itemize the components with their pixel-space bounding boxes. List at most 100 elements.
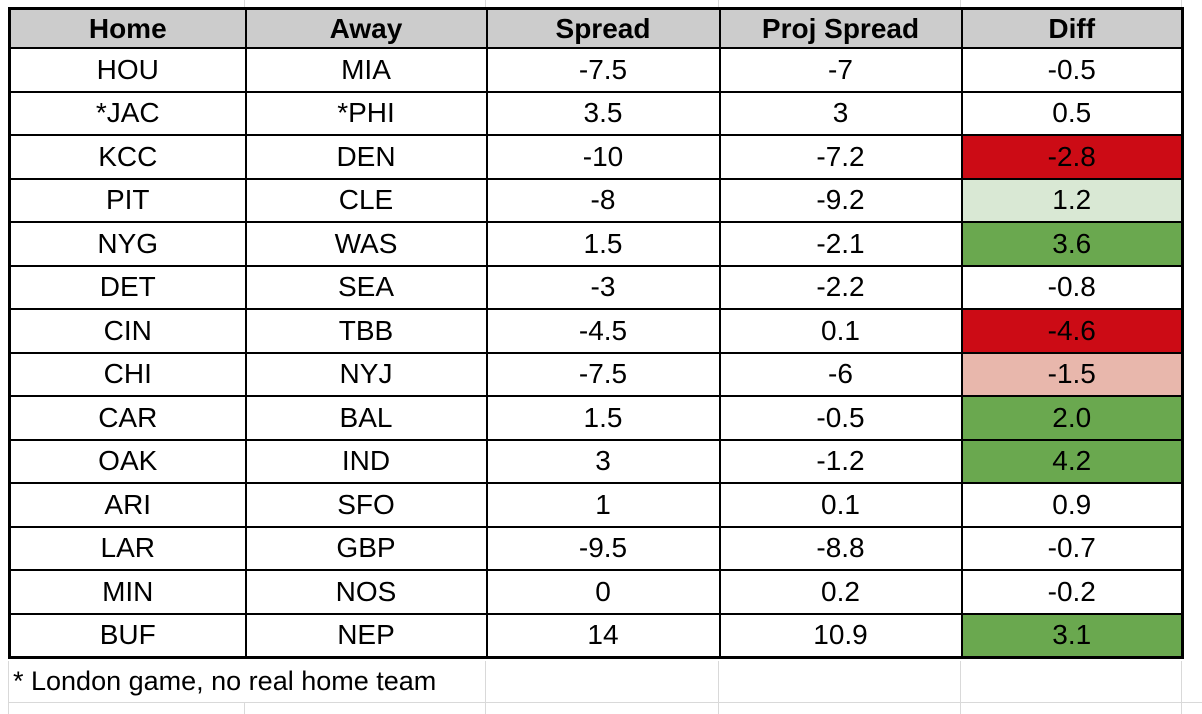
table-row: PIT CLE -8 -9.2 1.2 <box>8 177 1184 223</box>
cell-proj-spread[interactable]: 0.1 <box>718 482 963 528</box>
cell-spread[interactable]: -7.5 <box>485 351 721 397</box>
cell-proj-spread[interactable]: -9.2 <box>718 177 963 223</box>
cell-away[interactable]: TBB <box>244 308 488 354</box>
cell-home[interactable]: LAR <box>8 525 247 571</box>
cell-proj-spread[interactable]: -2.2 <box>718 264 963 310</box>
gridline <box>718 661 719 702</box>
cell-home[interactable]: MIN <box>8 569 247 615</box>
cell-proj-spread[interactable]: -8.8 <box>718 525 963 571</box>
cell-away[interactable]: DEN <box>244 134 488 180</box>
cell-proj-spread[interactable]: -7.2 <box>718 134 963 180</box>
cell-diff[interactable]: 0.5 <box>960 90 1184 136</box>
cell-proj-spread[interactable]: -6 <box>718 351 963 397</box>
cell-home[interactable]: HOU <box>8 47 247 93</box>
table-row: NYG WAS 1.5 -2.1 3.6 <box>8 221 1184 267</box>
cell-spread[interactable]: 14 <box>485 612 721 659</box>
gridline <box>1181 703 1182 714</box>
cell-spread[interactable]: 1.5 <box>485 395 721 441</box>
cell-proj-spread[interactable]: 0.2 <box>718 569 963 615</box>
cell-diff[interactable]: -4.6 <box>960 308 1184 354</box>
cell-home[interactable]: ARI <box>8 482 247 528</box>
table-row: HOU MIA -7.5 -7 -0.5 <box>8 47 1184 93</box>
cell-proj-spread[interactable]: -2.1 <box>718 221 963 267</box>
cell-diff[interactable]: 0.9 <box>960 482 1184 528</box>
cell-diff[interactable]: 4.2 <box>960 438 1184 484</box>
cell-home[interactable]: DET <box>8 264 247 310</box>
cell-spread[interactable]: 1 <box>485 482 721 528</box>
gridline <box>8 661 9 702</box>
cell-diff[interactable]: 3.1 <box>960 612 1184 659</box>
gridline <box>244 0 245 7</box>
cell-spread[interactable]: 3.5 <box>485 90 721 136</box>
cell-diff[interactable]: -1.5 <box>960 351 1184 397</box>
cell-proj-spread[interactable]: -1.2 <box>718 438 963 484</box>
gridline <box>1181 0 1182 7</box>
gridline <box>718 703 719 714</box>
table-row: *JAC *PHI 3.5 3 0.5 <box>8 90 1184 136</box>
cell-away[interactable]: GBP <box>244 525 488 571</box>
cell-diff[interactable]: -2.8 <box>960 134 1184 180</box>
gridline <box>8 703 9 714</box>
table-row: CHI NYJ -7.5 -6 -1.5 <box>8 351 1184 397</box>
cell-away[interactable]: *PHI <box>244 90 488 136</box>
cell-home[interactable]: OAK <box>8 438 247 484</box>
table-body: HOU MIA -7.5 -7 -0.5 *JAC *PHI 3.5 3 0.5… <box>8 47 1184 659</box>
gridline <box>718 0 719 7</box>
cell-home[interactable]: BUF <box>8 612 247 659</box>
cell-diff[interactable]: 2.0 <box>960 395 1184 441</box>
cell-spread[interactable]: -10 <box>485 134 721 180</box>
cell-away[interactable]: CLE <box>244 177 488 223</box>
cell-home[interactable]: CIN <box>8 308 247 354</box>
cell-home[interactable]: CHI <box>8 351 247 397</box>
cell-home[interactable]: KCC <box>8 134 247 180</box>
cell-home[interactable]: *JAC <box>8 90 247 136</box>
cell-away[interactable]: BAL <box>244 395 488 441</box>
column-header-proj-spread[interactable]: Proj Spread <box>718 7 963 49</box>
cell-spread[interactable]: -8 <box>485 177 721 223</box>
cell-proj-spread[interactable]: -7 <box>718 47 963 93</box>
cell-diff[interactable]: 1.2 <box>960 177 1184 223</box>
spread-table: Home Away Spread Proj Spread Diff HOU MI… <box>8 7 1184 659</box>
column-header-away[interactable]: Away <box>244 7 488 49</box>
cell-spread[interactable]: 3 <box>485 438 721 484</box>
gridline <box>485 703 486 714</box>
cell-spread[interactable]: -9.5 <box>485 525 721 571</box>
cell-proj-spread[interactable]: 0.1 <box>718 308 963 354</box>
cell-away[interactable]: NOS <box>244 569 488 615</box>
cell-home[interactable]: CAR <box>8 395 247 441</box>
table-row: LAR GBP -9.5 -8.8 -0.7 <box>8 525 1184 571</box>
cell-home[interactable]: NYG <box>8 221 247 267</box>
cell-away[interactable]: NEP <box>244 612 488 659</box>
table-row: CIN TBB -4.5 0.1 -4.6 <box>8 308 1184 354</box>
cell-diff[interactable]: 3.6 <box>960 221 1184 267</box>
table-row: DET SEA -3 -2.2 -0.8 <box>8 264 1184 310</box>
cell-diff[interactable]: -0.7 <box>960 525 1184 571</box>
cell-away[interactable]: NYJ <box>244 351 488 397</box>
column-header-spread[interactable]: Spread <box>485 7 721 49</box>
cell-spread[interactable]: -3 <box>485 264 721 310</box>
cell-diff[interactable]: -0.8 <box>960 264 1184 310</box>
cell-away[interactable]: SFO <box>244 482 488 528</box>
gridline <box>8 702 1202 703</box>
table-header-row: Home Away Spread Proj Spread Diff <box>8 7 1184 49</box>
cell-spread[interactable]: 1.5 <box>485 221 721 267</box>
footnote-cell[interactable]: * London game, no real home team <box>8 660 1181 702</box>
cell-spread[interactable]: 0 <box>485 569 721 615</box>
cell-diff[interactable]: -0.2 <box>960 569 1184 615</box>
cell-proj-spread[interactable]: -0.5 <box>718 395 963 441</box>
cell-away[interactable]: WAS <box>244 221 488 267</box>
cell-home[interactable]: PIT <box>8 177 247 223</box>
gridline <box>1181 661 1182 702</box>
column-header-diff[interactable]: Diff <box>960 7 1184 49</box>
cell-diff[interactable]: -0.5 <box>960 47 1184 93</box>
cell-proj-spread[interactable]: 3 <box>718 90 963 136</box>
table-row: OAK IND 3 -1.2 4.2 <box>8 438 1184 484</box>
cell-away[interactable]: MIA <box>244 47 488 93</box>
cell-spread[interactable]: -4.5 <box>485 308 721 354</box>
column-header-home[interactable]: Home <box>8 7 247 49</box>
cell-spread[interactable]: -7.5 <box>485 47 721 93</box>
cell-proj-spread[interactable]: 10.9 <box>718 612 963 659</box>
cell-away[interactable]: SEA <box>244 264 488 310</box>
cell-away[interactable]: IND <box>244 438 488 484</box>
